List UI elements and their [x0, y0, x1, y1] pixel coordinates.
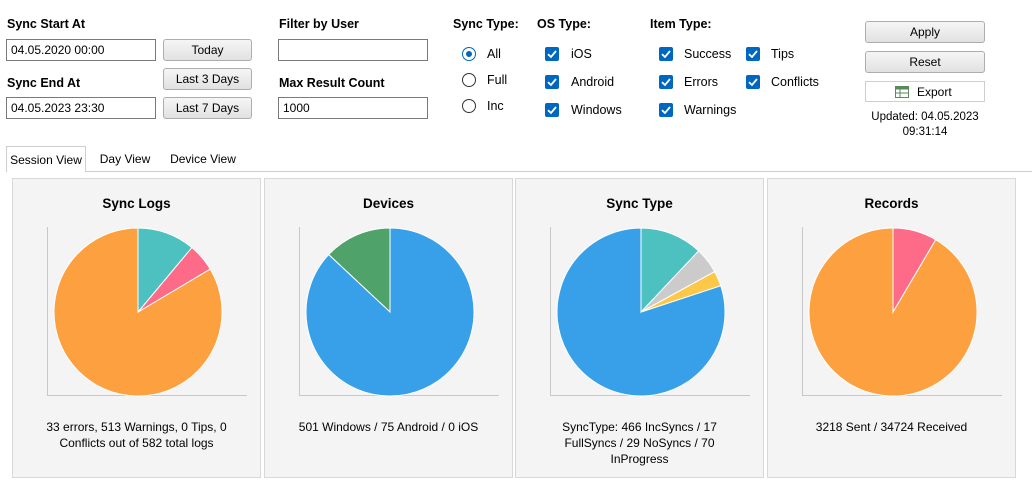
chart-title: Devices	[362, 196, 415, 211]
checkbox-android[interactable]	[545, 75, 559, 89]
axis-line	[47, 227, 48, 395]
pie-slice-windows	[305, 227, 475, 397]
caption-line: FullSyncs / 29 NoSyncs / 70	[564, 436, 715, 450]
chart-panel-devices: Devices 501 Windows / 75 Android / 0 iOS	[264, 178, 513, 478]
checkmark-icon	[547, 106, 557, 115]
pie-slice-success	[137, 227, 193, 314]
chart-caption: 501 Windows / 75 Android / 0 iOS	[265, 419, 512, 435]
max-result-input[interactable]	[278, 97, 428, 119]
chart-title: Records	[864, 196, 919, 211]
pie-slice-android	[327, 227, 391, 314]
checkbox-success[interactable]	[659, 47, 673, 61]
sync-end-input[interactable]	[6, 97, 156, 119]
checkmark-icon	[661, 78, 671, 87]
chart-caption: 33 errors, 513 Warnings, 0 Tips, 0 Confl…	[13, 419, 260, 451]
radio-full-indicator[interactable]	[462, 73, 476, 87]
checkbox-errors[interactable]	[659, 75, 673, 89]
checkbox-errors-label: Errors	[684, 75, 719, 89]
checkmark-icon	[547, 50, 557, 59]
last-3-days-button[interactable]: Last 3 Days	[163, 68, 252, 90]
chart-caption: 3218 Sent / 34724 Received	[768, 419, 1015, 435]
export-button[interactable]: Export	[865, 81, 985, 102]
axis-line	[802, 227, 803, 395]
tab-session-view[interactable]: Session View	[6, 146, 86, 172]
pie-chart-sync-logs	[53, 227, 223, 397]
today-button[interactable]: Today	[163, 39, 252, 61]
caption-line: 3218 Sent / 34724 Received	[815, 420, 968, 434]
filter-user-label: Filter by User	[279, 17, 359, 31]
reset-button[interactable]: Reset	[865, 51, 985, 73]
radio-full-label: Full	[487, 73, 508, 87]
filter-user-input[interactable]	[278, 39, 428, 61]
pie-slice-sent	[892, 227, 937, 314]
checkbox-ios[interactable]	[545, 47, 559, 61]
caption-line: 501 Windows / 75 Android / 0 iOS	[298, 420, 479, 434]
chart-panel-records: Records 3218 Sent / 34724 Received	[767, 178, 1016, 478]
caption-line: SyncType: 466 IncSyncs / 17	[562, 420, 717, 434]
sync-type-label: Sync Type:	[453, 17, 519, 31]
sync-start-label: Sync Start At	[7, 17, 86, 31]
chart-panel-sync-logs: Sync Logs 33 errors, 513 Warnings, 0 Tip…	[12, 178, 261, 478]
axis-line	[299, 227, 300, 395]
pie-slice-inprogress	[640, 227, 700, 314]
checkbox-android-label: Android	[571, 75, 615, 89]
tab-device-view[interactable]: Device View	[170, 152, 236, 166]
pie-chart-records	[808, 227, 978, 397]
caption-line: InProgress	[610, 452, 669, 466]
chart-panel-sync-type: Sync Type SyncType: 466 IncSyncs / 17 Fu…	[515, 178, 764, 478]
checkbox-conflicts-label: Conflicts	[771, 75, 819, 89]
caption-line: 33 errors, 513 Warnings, 0 Tips, 0	[46, 420, 227, 434]
updated-timestamp: Updated: 04.05.2023 09:31:14	[855, 110, 995, 140]
last-7-days-button[interactable]: Last 7 Days	[163, 97, 252, 119]
updated-line-1: Updated: 04.05.2023	[871, 111, 979, 123]
checkbox-windows[interactable]	[545, 103, 559, 117]
pie-chart-sync-type	[556, 227, 726, 397]
checkbox-warnings-label: Warnings	[684, 103, 737, 117]
updated-line-2: 09:31:14	[902, 126, 948, 138]
os-type-label: OS Type:	[537, 17, 591, 31]
sync-start-input[interactable]	[6, 39, 156, 61]
radio-inc-label: Inc	[487, 99, 504, 113]
tab-day-view[interactable]: Day View	[99, 152, 151, 166]
spreadsheet-icon	[895, 86, 909, 98]
sync-end-label: Sync End At	[7, 76, 81, 90]
checkmark-icon	[748, 50, 758, 59]
checkbox-ios-label: iOS	[571, 47, 592, 61]
checkbox-tips-label: Tips	[771, 47, 795, 61]
axis-line	[550, 227, 551, 395]
apply-button[interactable]: Apply	[865, 21, 985, 43]
chart-caption: SyncType: 466 IncSyncs / 17 FullSyncs / …	[516, 419, 763, 467]
export-label: Export	[917, 85, 952, 99]
radio-all-label: All	[487, 47, 501, 61]
caption-line: Conflicts out of 582 total logs	[59, 436, 214, 450]
checkmark-icon	[748, 78, 758, 87]
checkmark-icon	[547, 78, 557, 87]
radio-inc-indicator[interactable]	[462, 99, 476, 113]
chart-title: Sync Logs	[102, 196, 171, 211]
chart-title: Sync Type	[606, 196, 673, 211]
checkbox-warnings[interactable]	[659, 103, 673, 117]
checkmark-icon	[661, 106, 671, 115]
checkbox-tips[interactable]	[746, 47, 760, 61]
checkbox-windows-label: Windows	[571, 103, 622, 117]
item-type-label: Item Type:	[650, 17, 712, 31]
max-result-label: Max Result Count	[279, 76, 385, 90]
radio-all-indicator[interactable]	[462, 47, 476, 61]
checkmark-icon	[661, 50, 671, 59]
checkbox-success-label: Success	[684, 47, 732, 61]
pie-chart-devices	[305, 227, 475, 397]
checkbox-conflicts[interactable]	[746, 75, 760, 89]
